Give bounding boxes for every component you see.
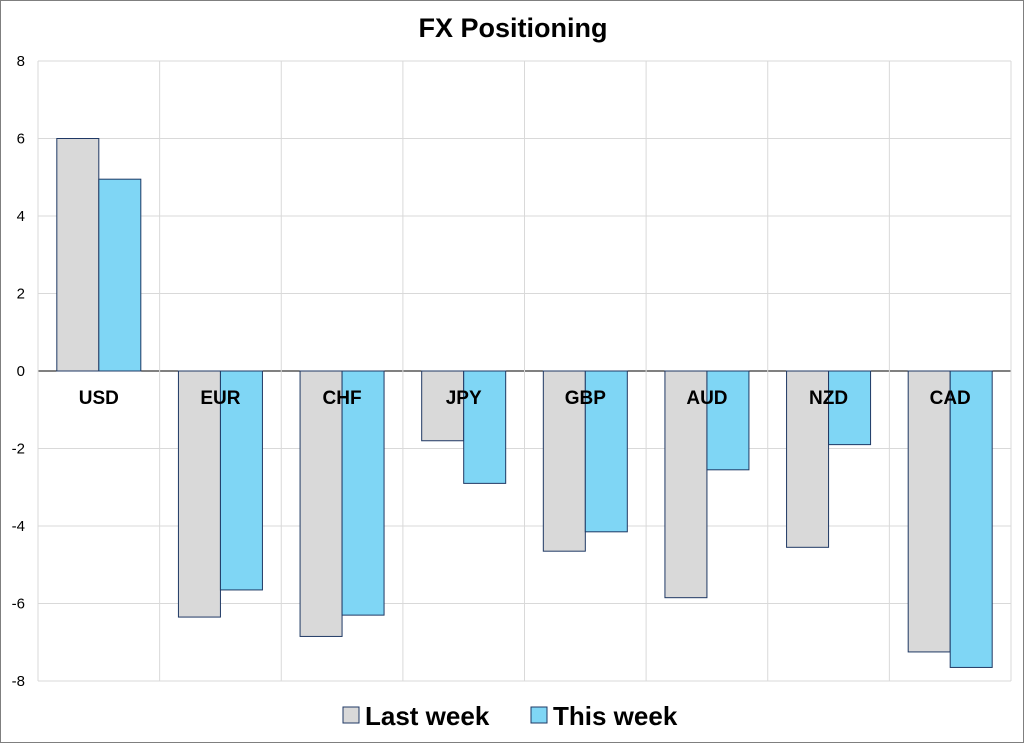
chart-title: FX Positioning [419,13,608,43]
bar-nzd-last-week [786,370,830,548]
x-tick-label: GBP [565,388,607,409]
x-tick-label: CAD [930,388,971,409]
y-tick-label: 8 [17,53,25,70]
y-tick-label: -2 [12,441,25,458]
bars [56,138,993,668]
bar-cad-this-week [949,370,993,668]
y-tick-label: 0 [17,363,25,380]
bar-gbp-this-week [584,370,628,533]
y-tick-label: -6 [12,596,25,613]
x-tick-label: USD [79,388,119,409]
legend-label: This week [553,701,678,731]
legend: Last week This week [342,701,678,731]
bar-aud-this-week [706,370,750,471]
y-axis-ticks: 8 6 4 2 0 -2 -4 -6 -8 [12,53,25,690]
bar-aud-last-week [664,370,708,599]
bar-cad-last-week [907,370,951,653]
legend-swatch [342,706,360,724]
bar-eur-this-week [219,370,263,591]
y-tick-label: 6 [17,131,25,148]
x-tick-label: CHF [323,388,362,409]
bar-eur-last-week [177,370,221,618]
bar-usd-this-week [98,178,142,372]
bar-usd-last-week [56,138,100,372]
y-tick-label: 4 [17,208,25,225]
y-tick-label: -8 [12,673,25,690]
x-tick-label: JPY [446,388,482,409]
bar-jpy-this-week [463,370,507,484]
y-tick-label: 2 [17,286,25,303]
x-tick-label: NZD [809,388,848,409]
y-tick-label: -4 [12,518,25,535]
x-axis-ticks: USD EUR CHF JPY GBP AUD NZD CAD [79,388,971,409]
legend-label: Last week [365,701,490,731]
bar-nzd-this-week [828,370,872,446]
bar-chf-this-week [341,370,385,616]
x-tick-label: AUD [686,388,727,409]
legend-swatch [530,706,548,724]
x-tick-label: EUR [200,388,240,409]
bar-chf-last-week [299,370,343,637]
